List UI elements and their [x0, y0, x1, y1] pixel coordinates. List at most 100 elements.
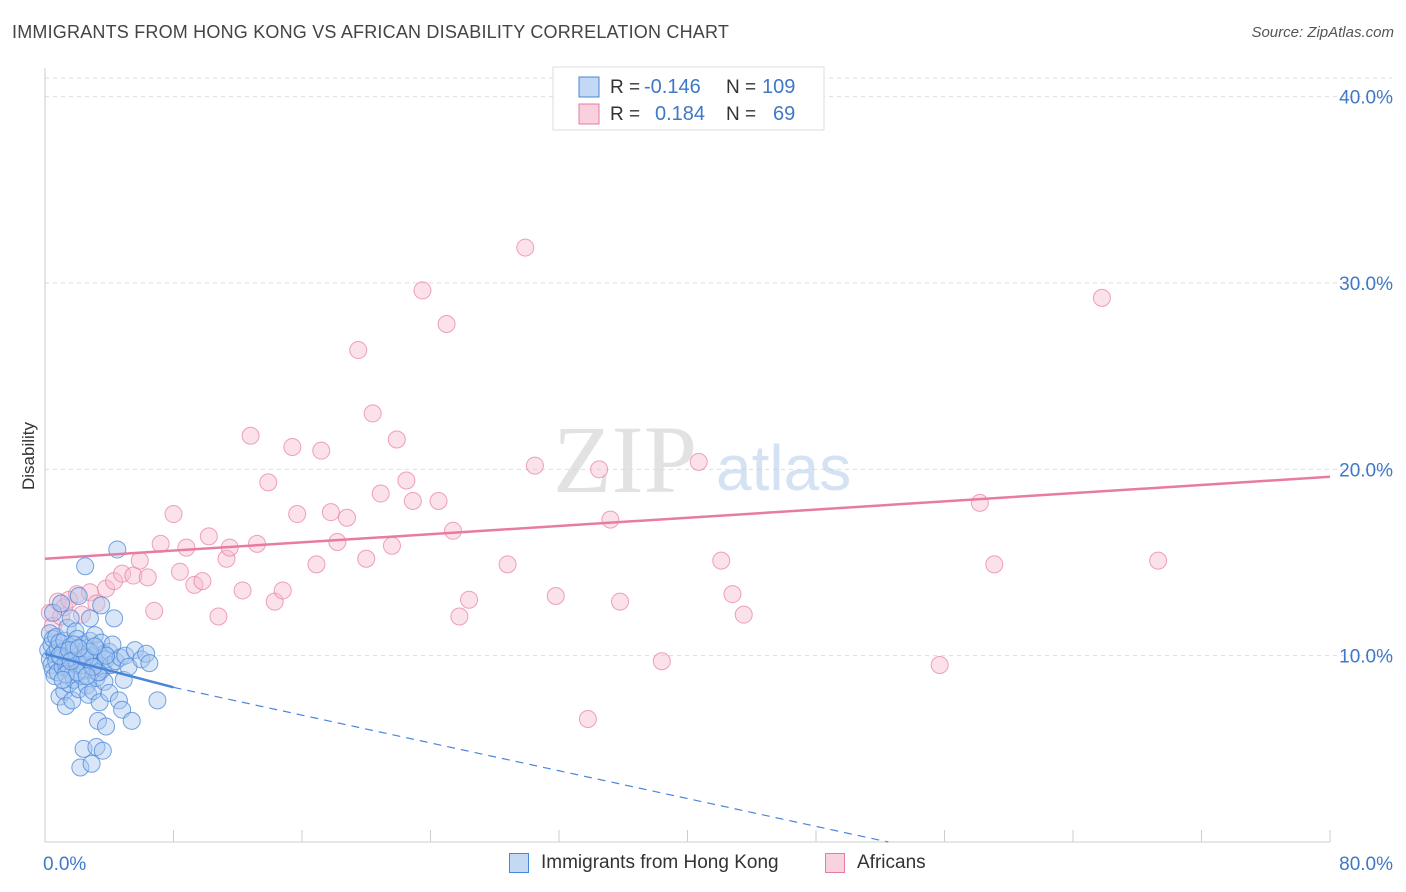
data-point-africans — [443, 521, 462, 540]
data-point-hong-kong — [97, 717, 116, 736]
data-point-africans — [689, 452, 708, 471]
trend-line-africans — [44, 475, 1331, 561]
data-point-hong-kong — [148, 691, 167, 710]
trend-lines — [44, 475, 1331, 843]
data-point-africans — [382, 536, 401, 555]
chart-title: IMMIGRANTS FROM HONG KONG VS AFRICAN DIS… — [12, 22, 730, 42]
trend-line-hong-kong — [44, 652, 174, 689]
stats-n-label-2: N = — [726, 104, 756, 125]
data-point-africans — [357, 549, 376, 568]
data-point-africans — [193, 572, 212, 591]
data-point-africans — [985, 555, 1004, 574]
data-point-hong-kong — [109, 691, 128, 710]
data-point-africans — [337, 508, 356, 527]
data-point-africans — [145, 601, 164, 620]
data-point-africans — [611, 592, 630, 611]
stats-n-value-2: 69 — [773, 103, 795, 125]
x-tick-labels: 0.0% 80.0% — [43, 854, 1393, 875]
data-point-africans — [217, 549, 236, 568]
data-point-africans — [516, 238, 535, 257]
y-tick-labels: 10.0% 20.0% 30.0% 40.0% — [1339, 88, 1393, 668]
data-point-africans — [397, 471, 416, 490]
data-point-africans — [450, 607, 469, 626]
data-point-africans — [199, 527, 218, 546]
legend-item-africans: Africans — [825, 852, 926, 874]
data-point-africans — [321, 503, 340, 522]
data-point-hong-kong — [69, 587, 88, 606]
bottom-legend: Immigrants from Hong Kong Africans — [0, 852, 1406, 878]
data-point-africans — [525, 456, 544, 475]
data-point-hong-kong — [137, 644, 156, 663]
data-point-hong-kong — [77, 667, 96, 686]
data-point-africans — [601, 510, 620, 529]
data-point-hong-kong — [63, 691, 82, 710]
data-point-africans — [124, 566, 143, 585]
stats-r-value-2: 0.184 — [655, 103, 705, 125]
stats-legend-blue-swatch — [578, 76, 600, 98]
data-point-hong-kong — [79, 685, 98, 704]
series-africans-points — [40, 238, 1168, 729]
data-point-hong-kong — [68, 663, 87, 682]
data-point-africans — [734, 605, 753, 624]
y-axis-label: Disability — [19, 421, 38, 490]
y-tick-label: 30.0% — [1339, 274, 1393, 295]
data-point-africans — [283, 437, 302, 456]
data-point-africans — [371, 484, 390, 503]
series-hong-kong-points — [39, 540, 167, 777]
data-point-africans — [723, 585, 742, 604]
stats-r-label-1: R = — [610, 77, 640, 98]
data-point-africans — [288, 505, 307, 524]
y-tick-label: 10.0% — [1339, 647, 1393, 668]
data-point-africans — [259, 473, 278, 492]
data-point-africans — [460, 590, 479, 609]
legend-label-africans: Africans — [857, 852, 926, 873]
stats-r-value-1: -0.146 — [644, 76, 701, 98]
data-point-africans — [273, 581, 292, 600]
data-point-africans — [233, 581, 252, 600]
data-point-africans — [712, 551, 731, 570]
data-point-hong-kong — [90, 693, 109, 712]
data-point-africans — [130, 551, 149, 570]
data-point-africans — [578, 710, 597, 729]
stats-r-label-2: R = — [610, 104, 640, 125]
data-point-hong-kong — [85, 637, 104, 656]
data-point-hong-kong — [76, 557, 95, 576]
data-point-africans — [328, 532, 347, 551]
data-point-africans — [177, 538, 196, 557]
data-point-hong-kong — [140, 654, 159, 673]
data-point-africans — [363, 404, 382, 423]
stats-legend: R = -0.146 N = 109 R = 0.184 N = 69 — [552, 66, 825, 131]
x-tick-label-max: 80.0% — [1339, 854, 1393, 875]
legend-item-hong-kong: Immigrants from Hong Kong — [509, 852, 779, 874]
data-point-africans — [403, 491, 422, 510]
source-label: Source: ZipAtlas.com — [1251, 24, 1394, 41]
watermark-zip: ZIP — [553, 406, 697, 513]
data-point-hong-kong — [53, 670, 72, 689]
data-point-africans — [1092, 288, 1111, 307]
data-point-hong-kong — [122, 711, 141, 730]
stats-n-value-1: 109 — [762, 76, 795, 98]
data-point-africans — [113, 564, 132, 583]
data-point-africans — [590, 460, 609, 479]
data-point-africans — [241, 426, 260, 445]
data-point-africans — [930, 655, 949, 674]
data-point-africans — [312, 441, 331, 460]
stats-legend-pink-swatch — [578, 103, 600, 125]
data-point-africans — [349, 341, 368, 360]
data-point-africans — [387, 430, 406, 449]
data-point-hong-kong — [71, 758, 90, 777]
y-tick-label: 40.0% — [1339, 88, 1393, 109]
data-point-hong-kong — [80, 609, 99, 628]
data-point-africans — [209, 607, 228, 626]
axes — [44, 68, 1331, 843]
data-point-hong-kong — [105, 609, 124, 628]
data-point-africans — [138, 568, 157, 587]
data-point-hong-kong — [82, 754, 101, 773]
data-point-hong-kong — [125, 641, 144, 660]
legend-swatch-pink — [825, 853, 845, 873]
data-point-hong-kong — [93, 741, 112, 760]
data-point-africans — [546, 587, 565, 606]
data-point-africans — [970, 493, 989, 512]
data-point-hong-kong — [100, 683, 119, 702]
